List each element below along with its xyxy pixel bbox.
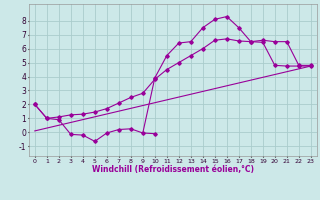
X-axis label: Windchill (Refroidissement éolien,°C): Windchill (Refroidissement éolien,°C) — [92, 165, 254, 174]
